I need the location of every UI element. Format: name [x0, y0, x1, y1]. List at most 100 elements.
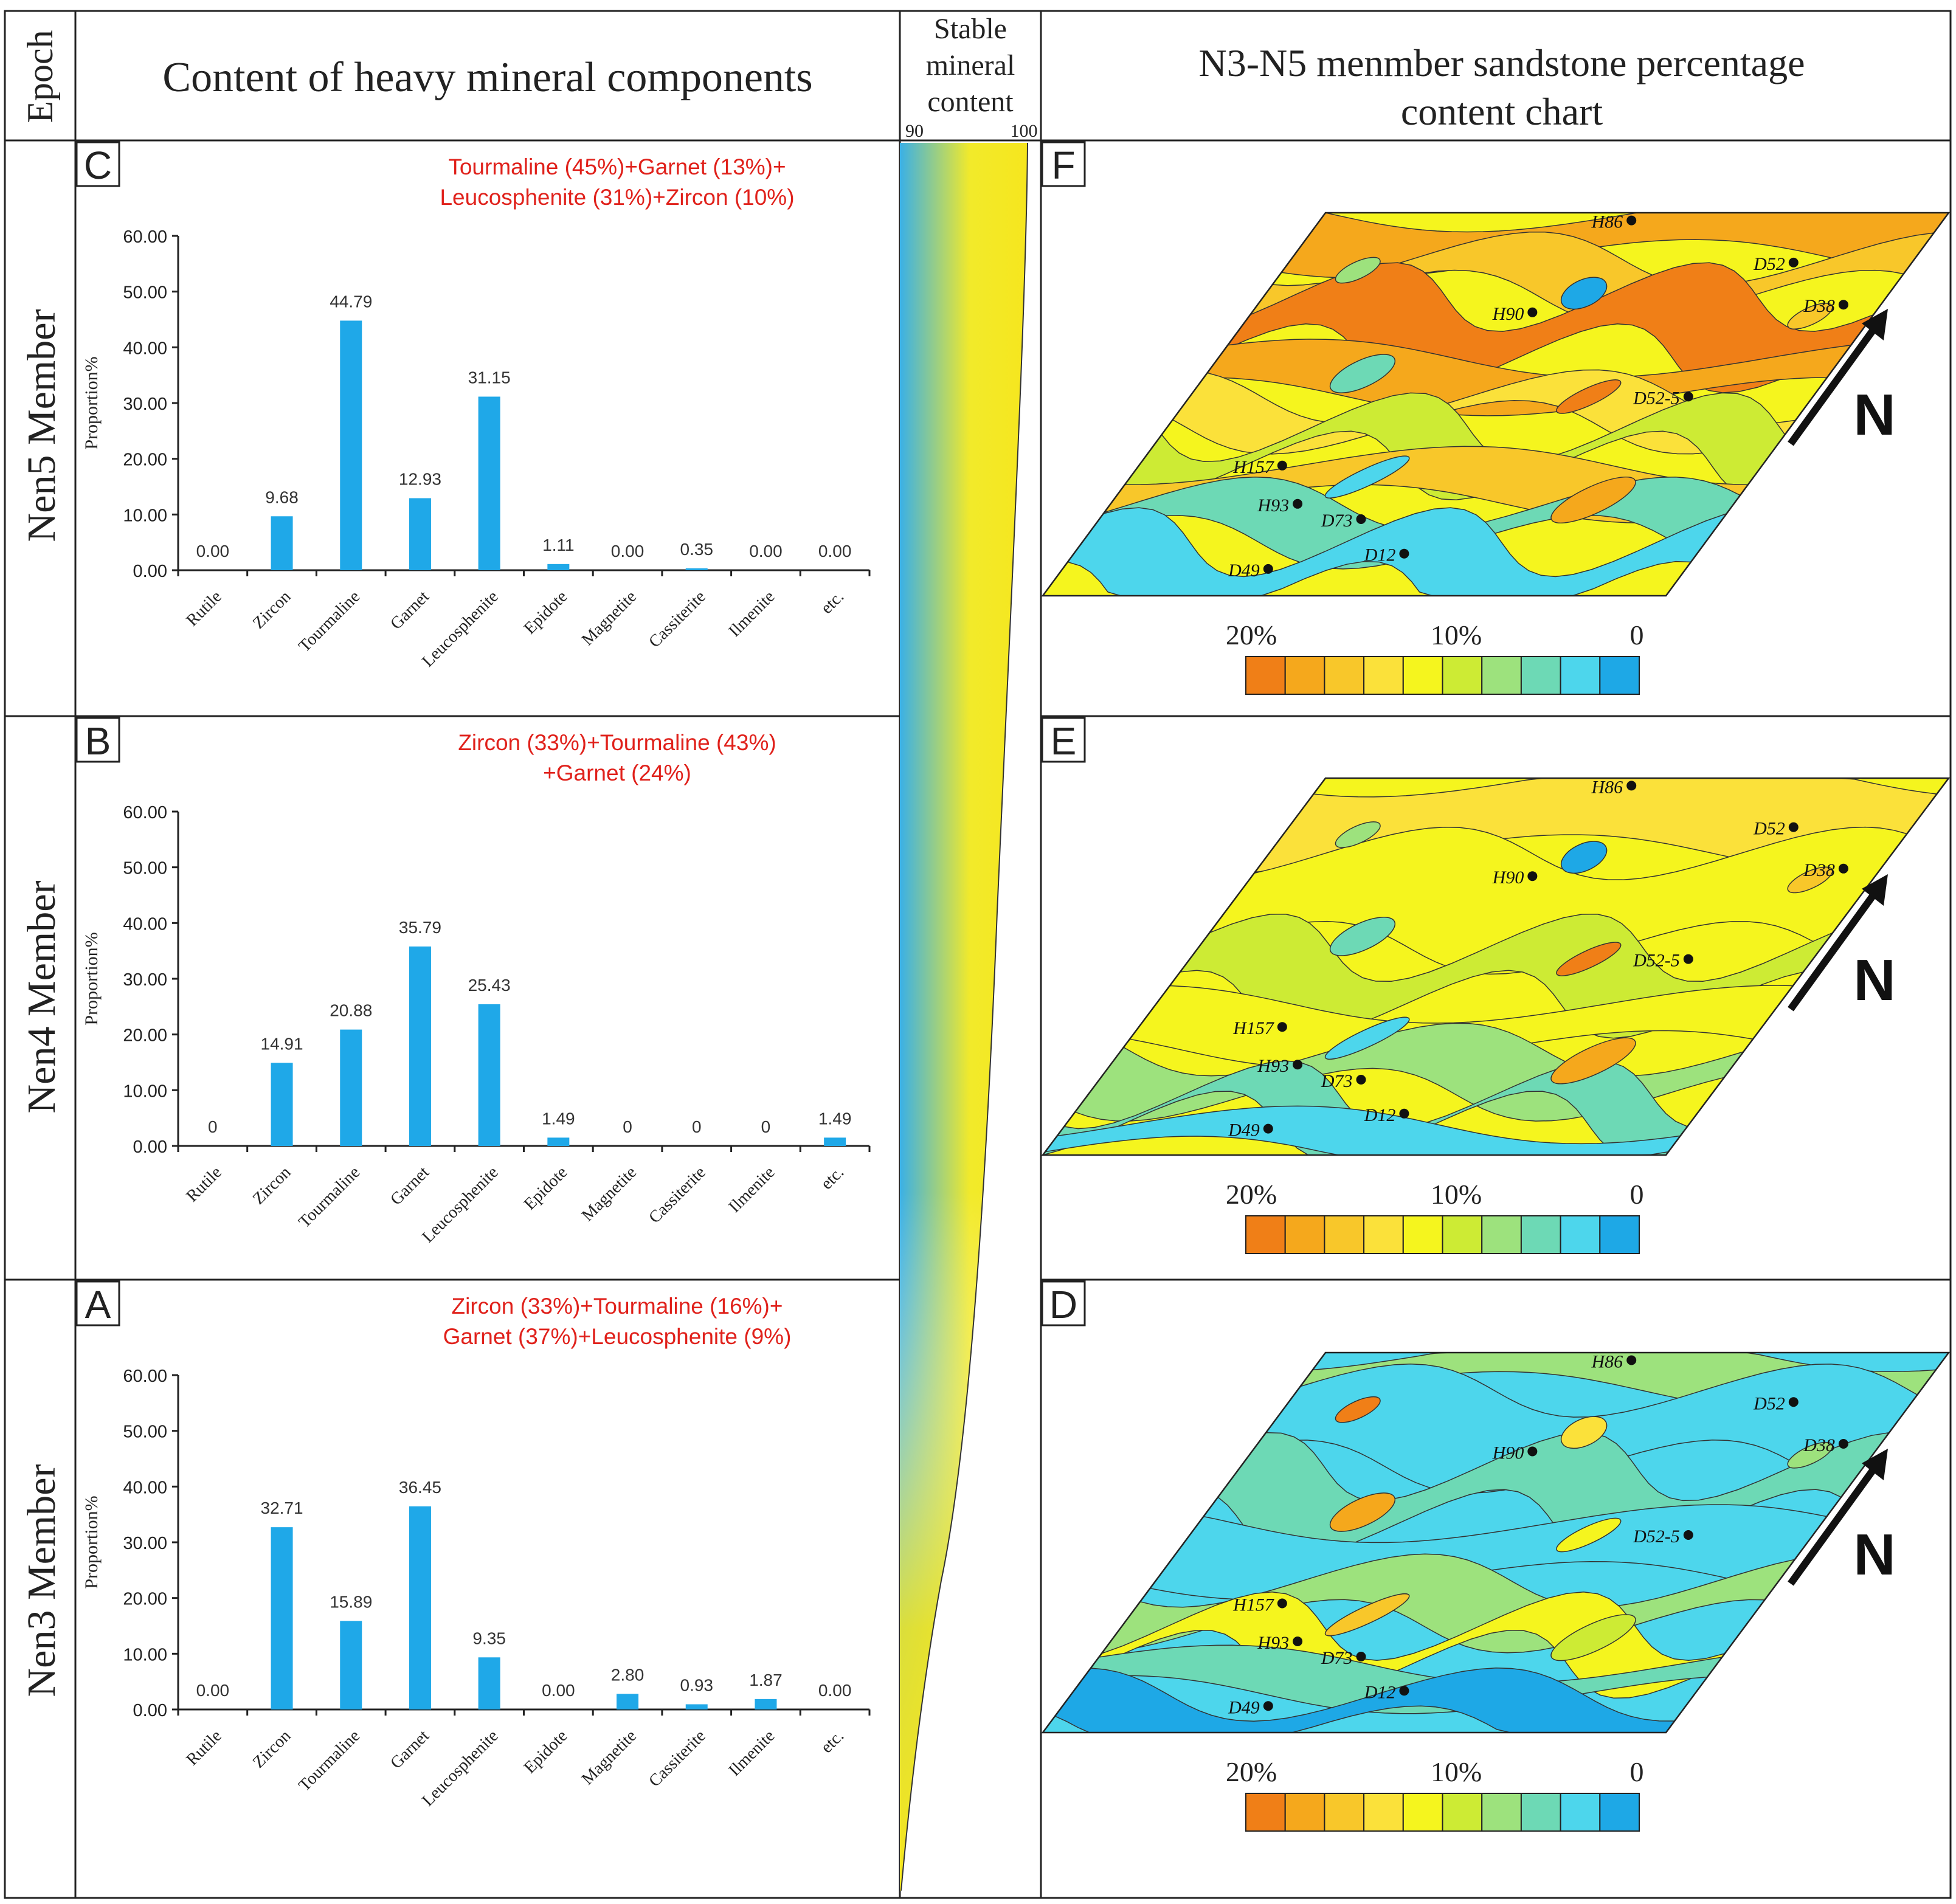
value-label: 20.88 — [330, 1001, 372, 1020]
y-tick-label: 40.00 — [123, 914, 167, 934]
well-point — [1356, 514, 1366, 524]
well-point — [1626, 1355, 1637, 1365]
well-label: D49 — [1228, 1697, 1260, 1717]
well-label: H90 — [1492, 1443, 1524, 1463]
scale-swatch — [1520, 1793, 1561, 1832]
scale-swatch — [1284, 1215, 1325, 1254]
well-label: H157 — [1232, 457, 1275, 477]
scale-swatch — [1363, 1793, 1404, 1832]
well-point — [1626, 781, 1637, 791]
contour-island — [1329, 354, 1396, 393]
north-arrow-head — [1862, 1449, 1888, 1480]
well-label: D52-5 — [1633, 951, 1680, 971]
scale-label: 20% — [1226, 619, 1277, 650]
well-label: H86 — [1591, 212, 1623, 232]
y-tick-label: 10.00 — [123, 506, 167, 525]
x-tick-label: Epidote — [520, 1726, 572, 1778]
stable-title-line-1: Stable — [934, 13, 1007, 45]
annotation-line: Tourmaline (45%)+Garnet (13%)+ — [448, 154, 786, 179]
well-label: H86 — [1591, 1352, 1623, 1372]
value-label: 0.00 — [818, 1681, 852, 1700]
value-label: 2.80 — [611, 1665, 645, 1684]
x-tick-label: Epidote — [520, 587, 572, 638]
contour-island — [1324, 1016, 1410, 1060]
well-point — [1626, 215, 1637, 226]
well-point — [1399, 1686, 1409, 1696]
well-label: D52 — [1753, 1393, 1785, 1413]
contour-island — [1556, 379, 1622, 414]
well-label: H93 — [1257, 495, 1289, 516]
y-tick-label: 10.00 — [123, 1081, 167, 1101]
value-label: 14.91 — [261, 1034, 303, 1053]
scale-swatch — [1363, 1215, 1404, 1254]
scale-swatch — [1481, 1793, 1522, 1832]
bar-zircon — [271, 516, 293, 570]
y-tick-label: 60.00 — [123, 227, 167, 247]
annotation-line: +Garnet (24%) — [543, 761, 691, 785]
panel-label-box — [1041, 1280, 1086, 1326]
x-tick-label: etc. — [817, 1726, 848, 1757]
scale-swatch — [1520, 1215, 1561, 1254]
bar-garnet — [409, 1506, 431, 1709]
x-tick-label: Rutile — [182, 1163, 225, 1206]
value-label: 35.79 — [399, 918, 441, 937]
well-label: D73 — [1321, 511, 1353, 531]
x-tick-label: Garnet — [387, 1726, 433, 1773]
bar-leucosphenite — [478, 1657, 500, 1709]
north-arrow — [1788, 885, 1882, 1012]
value-label: 15.89 — [330, 1592, 372, 1611]
y-tick-label: 20.00 — [123, 1026, 167, 1046]
well-label: H90 — [1492, 867, 1524, 888]
well-point — [1683, 1530, 1693, 1540]
well-label: H93 — [1257, 1633, 1289, 1653]
scale-swatch — [1324, 656, 1365, 695]
contour-island — [1556, 1517, 1622, 1553]
contour-map-f: F H86 D52 D38 H90 D52-5 H157 H93 D73 D49 D12 N 20% 10… — [1041, 141, 1951, 695]
heavy-title: Content of heavy mineral components — [162, 54, 812, 101]
bar-magnetite — [617, 1694, 639, 1709]
value-label: 0.00 — [818, 542, 852, 561]
y-axis-label: Proportion% — [81, 932, 102, 1025]
bar-tourmaline — [340, 320, 362, 570]
well-label: D12 — [1364, 1105, 1396, 1125]
contour-island — [1335, 257, 1381, 284]
value-label: 1.11 — [542, 536, 574, 554]
panel-label-box — [1041, 141, 1086, 187]
well-label: H93 — [1257, 1056, 1289, 1076]
contour-map-e: E H86 D52 D38 H90 D52-5 H157 H93 D73 D49 D12 N 20% 10… — [1041, 717, 1951, 1254]
well-label: D12 — [1364, 1682, 1396, 1702]
value-label: 1.49 — [818, 1109, 852, 1128]
stable-title-line-2: mineral — [926, 49, 1015, 81]
value-label: 0 — [761, 1117, 771, 1136]
value-label: 0 — [692, 1117, 702, 1136]
panel-label: B — [85, 719, 111, 763]
north-arrow — [1788, 1460, 1882, 1586]
well-label: D38 — [1803, 860, 1835, 880]
well-point — [1293, 1637, 1303, 1646]
y-tick-label: 0.00 — [133, 562, 167, 581]
member-label-nen3: Nen3 Member — [19, 1464, 64, 1697]
x-tick-label: Zircon — [249, 587, 295, 633]
value-label: 0.00 — [542, 1681, 575, 1700]
well-point — [1788, 1397, 1799, 1407]
value-label: 0.35 — [680, 540, 714, 559]
y-tick-label: 40.00 — [123, 1478, 167, 1497]
scale-swatch — [1442, 1793, 1483, 1832]
value-label: 36.45 — [399, 1478, 441, 1497]
scale-swatch — [1520, 656, 1561, 695]
panel-label-box — [75, 1280, 120, 1326]
well-point — [1356, 1075, 1366, 1085]
x-tick-label: Magnetite — [578, 1163, 640, 1225]
contour-island — [1560, 277, 1608, 310]
x-tick-label: Magnetite — [578, 587, 640, 649]
scale-label: 10% — [1431, 1179, 1482, 1210]
well-label: D52-5 — [1633, 1526, 1680, 1547]
well-point — [1527, 307, 1538, 317]
well-point — [1263, 1123, 1273, 1134]
north-arrow — [1788, 320, 1882, 446]
scale-swatch — [1284, 656, 1325, 695]
well-point — [1838, 300, 1848, 310]
map-surface — [1043, 1353, 1949, 1733]
scale-swatch — [1442, 1215, 1483, 1254]
